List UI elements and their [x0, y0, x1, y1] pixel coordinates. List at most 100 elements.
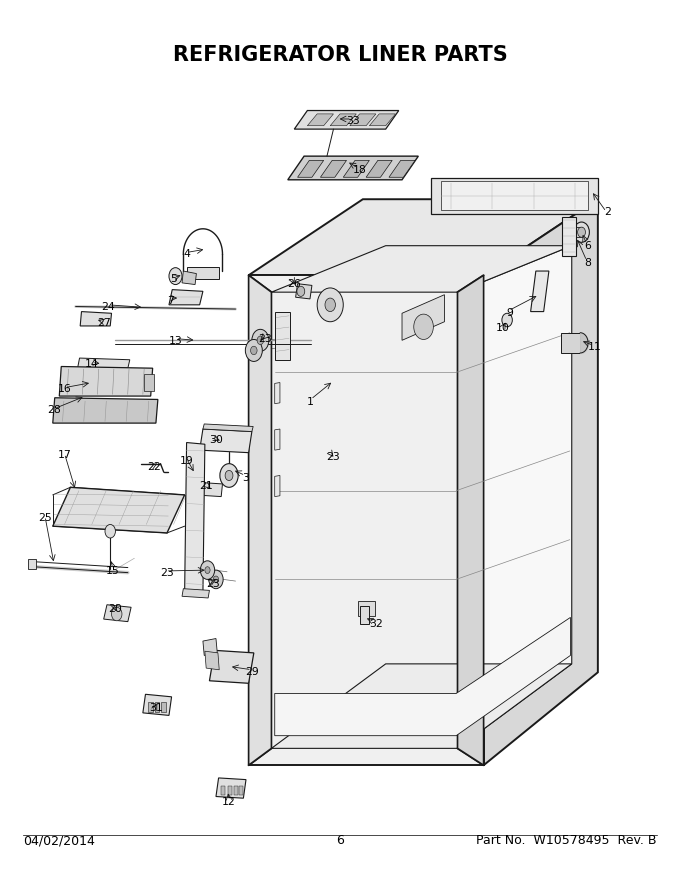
Text: 24: 24: [101, 302, 115, 312]
Text: 12: 12: [222, 796, 236, 807]
Polygon shape: [209, 650, 254, 683]
Text: 7: 7: [167, 296, 173, 305]
Polygon shape: [294, 111, 398, 129]
Text: 04/02/2014: 04/02/2014: [23, 834, 95, 847]
Bar: [144, 374, 154, 391]
Polygon shape: [249, 199, 598, 275]
Polygon shape: [103, 605, 131, 621]
Polygon shape: [530, 271, 549, 312]
Text: 1: 1: [307, 397, 314, 407]
Polygon shape: [275, 312, 290, 360]
Polygon shape: [200, 429, 252, 452]
Polygon shape: [560, 333, 580, 353]
Bar: [148, 702, 152, 712]
Text: 13: 13: [169, 336, 182, 346]
Bar: [228, 787, 232, 795]
Polygon shape: [366, 160, 392, 177]
Circle shape: [574, 222, 590, 242]
Circle shape: [220, 464, 238, 488]
Circle shape: [112, 607, 122, 620]
Circle shape: [209, 570, 223, 589]
Polygon shape: [296, 283, 312, 299]
Text: 5: 5: [170, 275, 177, 284]
Text: 22: 22: [147, 462, 161, 472]
Circle shape: [205, 567, 210, 574]
Bar: [186, 267, 219, 280]
Polygon shape: [249, 275, 483, 766]
Polygon shape: [271, 246, 572, 292]
Text: 29: 29: [245, 667, 259, 678]
Polygon shape: [53, 398, 158, 423]
Polygon shape: [275, 475, 280, 496]
Text: 19: 19: [180, 456, 194, 466]
Polygon shape: [431, 178, 598, 214]
Circle shape: [413, 314, 433, 340]
Text: 10: 10: [496, 324, 510, 334]
Text: 11: 11: [588, 342, 602, 352]
Bar: [239, 787, 243, 795]
Polygon shape: [350, 114, 376, 126]
Text: 32: 32: [369, 620, 383, 629]
Text: 20: 20: [108, 604, 122, 614]
Polygon shape: [216, 778, 246, 798]
Polygon shape: [185, 443, 205, 594]
Polygon shape: [458, 275, 483, 766]
Circle shape: [214, 576, 218, 583]
Text: 16: 16: [58, 385, 71, 394]
Polygon shape: [288, 156, 418, 180]
Polygon shape: [320, 160, 347, 177]
Text: 23: 23: [326, 452, 341, 462]
Text: 6: 6: [585, 241, 592, 251]
Polygon shape: [483, 199, 598, 766]
Polygon shape: [298, 160, 324, 177]
Bar: [358, 600, 375, 616]
Text: 28: 28: [47, 406, 61, 415]
Circle shape: [201, 561, 215, 579]
Text: 18: 18: [353, 165, 367, 174]
Bar: [154, 702, 159, 712]
Bar: [161, 702, 166, 712]
Polygon shape: [80, 312, 112, 326]
Circle shape: [577, 227, 585, 238]
Text: 25: 25: [38, 513, 52, 523]
Text: 21: 21: [199, 481, 213, 491]
Polygon shape: [458, 246, 572, 748]
Polygon shape: [402, 295, 445, 341]
Polygon shape: [307, 114, 333, 126]
Polygon shape: [143, 694, 171, 715]
Polygon shape: [562, 217, 577, 256]
Polygon shape: [205, 651, 219, 670]
Polygon shape: [182, 271, 197, 284]
Circle shape: [502, 313, 512, 326]
Text: 26: 26: [288, 279, 301, 289]
Text: 4: 4: [183, 249, 190, 259]
Circle shape: [250, 346, 257, 355]
Circle shape: [169, 268, 182, 284]
Polygon shape: [59, 366, 152, 396]
Text: 6: 6: [336, 834, 344, 847]
Text: 2: 2: [605, 207, 611, 216]
Text: REFRIGERATOR LINER PARTS: REFRIGERATOR LINER PARTS: [173, 45, 507, 64]
Circle shape: [225, 471, 233, 480]
Circle shape: [297, 286, 305, 297]
Text: 23: 23: [160, 568, 174, 578]
Text: 9: 9: [507, 308, 513, 319]
Polygon shape: [441, 181, 588, 210]
Circle shape: [257, 336, 264, 345]
Polygon shape: [271, 664, 572, 748]
Circle shape: [245, 340, 262, 362]
Circle shape: [325, 298, 335, 312]
Polygon shape: [203, 424, 253, 431]
Text: 23: 23: [206, 579, 220, 589]
Polygon shape: [249, 275, 271, 766]
Polygon shape: [369, 114, 396, 126]
Polygon shape: [389, 160, 415, 177]
Text: 3: 3: [242, 473, 249, 483]
Polygon shape: [343, 160, 369, 177]
Circle shape: [105, 524, 116, 538]
Text: 27: 27: [97, 319, 111, 328]
Polygon shape: [195, 482, 222, 496]
Text: Part No.  W10578495  Rev. B: Part No. W10578495 Rev. B: [476, 834, 657, 847]
Bar: [360, 605, 369, 624]
Text: 8: 8: [585, 258, 592, 268]
